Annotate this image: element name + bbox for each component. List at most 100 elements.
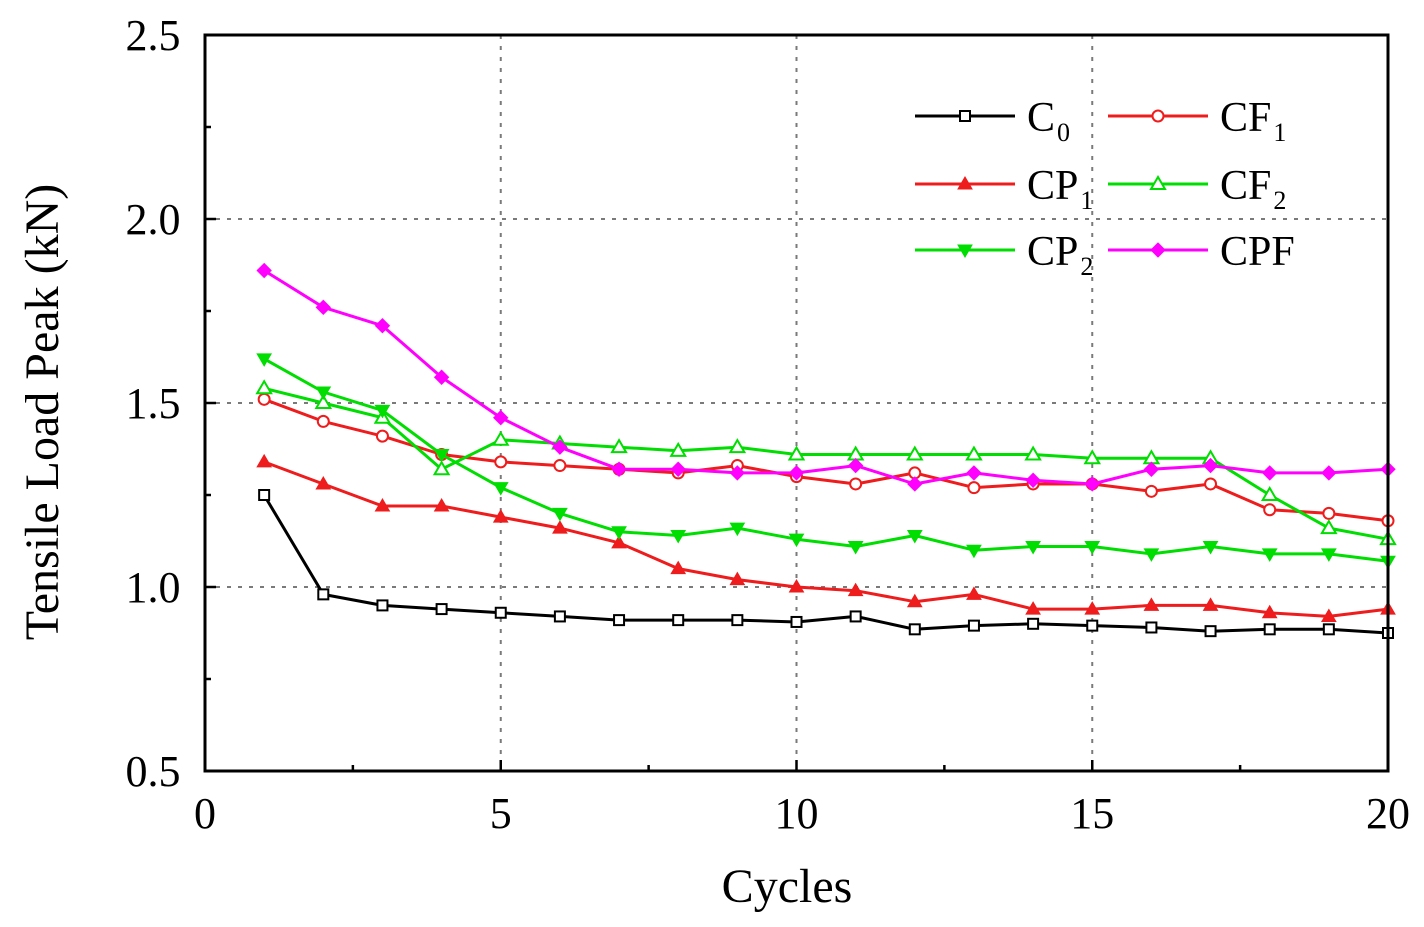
data-point-c0: [1086, 619, 1099, 632]
legend-item-c0: C0: [915, 95, 1070, 147]
data-point-cf2: [1320, 519, 1338, 535]
data-point-cf1: [553, 459, 567, 473]
data-point-cf1: [257, 392, 271, 406]
data-point-cpf: [433, 369, 450, 385]
data-point-cf1: [1263, 503, 1277, 517]
data-point-cpf: [1025, 472, 1041, 488]
data-point-cpf: [847, 457, 864, 474]
data-point-cf2: [1024, 445, 1042, 461]
x-axis-title: Cycles: [722, 860, 853, 913]
legend-item-cp2: CP2: [915, 229, 1093, 281]
data-point-c0: [258, 489, 271, 501]
data-point-cf2: [492, 430, 510, 446]
data-point-cpf: [670, 461, 686, 477]
data-point-cf1: [1144, 484, 1158, 498]
legend-label-cf2: CF2: [1220, 163, 1286, 215]
data-point-cpf: [1321, 465, 1337, 481]
data-point-cp2: [1261, 548, 1278, 562]
data-point-c0: [317, 588, 330, 601]
legend-label-cp1: CP1: [1027, 163, 1093, 215]
data-point-cp2: [1320, 548, 1337, 562]
data-point-cp2: [611, 526, 627, 540]
data-point-c0: [1145, 621, 1158, 634]
data-point-cpf: [907, 476, 923, 492]
data-point-cp1: [1202, 597, 1219, 611]
y-tick-label: 2.0: [126, 195, 181, 244]
data-point-c0: [613, 614, 626, 627]
data-point-cpf: [315, 299, 332, 316]
data-point-cf2: [787, 445, 806, 461]
x-tick-label: 20: [1366, 789, 1410, 838]
legend-label-c0: C0: [1027, 95, 1070, 147]
data-point-cp2: [788, 533, 805, 548]
data-point-cf1: [967, 481, 981, 495]
data-point-cp1: [788, 579, 805, 593]
data-point-cf2: [1083, 449, 1101, 465]
legend-item-cp1: CP1: [915, 163, 1093, 215]
legend-label-cp2: CP2: [1027, 229, 1093, 281]
data-point-c0: [1204, 625, 1217, 638]
data-point-cp2: [1025, 541, 1041, 555]
data-point-cp1: [433, 498, 450, 512]
data-point-cp1: [374, 498, 391, 512]
data-point-cp2: [552, 507, 568, 522]
series-cf2: [255, 379, 1397, 546]
data-point-c0: [908, 623, 921, 636]
data-point-cpf: [552, 439, 568, 455]
data-point-cf2: [906, 445, 924, 461]
data-point-cp2: [847, 541, 864, 555]
y-tick-label: 2.5: [126, 11, 181, 60]
data-point-c0: [1263, 623, 1276, 636]
data-point-cf1: [494, 455, 508, 469]
legend-label-cpf: CPF: [1220, 229, 1295, 275]
legend-swatch-marker: [1149, 175, 1167, 190]
grid: [205, 35, 1388, 771]
data-point-cp2: [1202, 541, 1219, 555]
data-point-cpf: [966, 465, 982, 481]
x-tick-label: 10: [775, 789, 819, 838]
data-point-cp1: [492, 509, 509, 523]
series-layer: [255, 262, 1397, 639]
data-point-cf2: [610, 438, 628, 454]
data-point-cp2: [433, 449, 450, 463]
series-line-c0: [262, 494, 1389, 635]
data-point-cp2: [670, 529, 687, 544]
data-point-c0: [731, 614, 744, 627]
data-point-c0: [1322, 623, 1335, 636]
series-line-cpf: [263, 269, 1389, 486]
data-point-c0: [672, 614, 685, 627]
y-tick-label: 1.0: [126, 563, 181, 612]
data-point-cf1: [849, 477, 863, 491]
data-point-c0: [553, 610, 566, 623]
series-cp2: [256, 353, 1396, 570]
data-point-cp1: [966, 586, 982, 600]
data-point-cp1: [847, 582, 864, 597]
x-tick-label: 5: [490, 789, 512, 838]
series-line-cp1: [263, 460, 1389, 618]
data-point-cp1: [1084, 601, 1101, 615]
data-point-cp1: [1320, 608, 1337, 622]
series-cp1: [256, 453, 1396, 622]
data-point-cf2: [314, 394, 333, 409]
data-point-cp1: [906, 593, 923, 608]
y-tick-label: 0.5: [126, 747, 181, 796]
data-point-cp2: [966, 544, 982, 559]
data-point-cp1: [611, 534, 627, 549]
data-point-c0: [1027, 617, 1040, 630]
data-point-cpf: [1202, 457, 1219, 474]
data-point-c0: [849, 610, 862, 623]
data-point-cp2: [729, 522, 746, 537]
data-point-cpf: [788, 465, 805, 481]
legend-swatch-marker: [957, 176, 973, 190]
data-point-cf2: [255, 379, 273, 395]
legend-swatch-marker: [959, 110, 971, 122]
legend-swatch-marker: [1150, 242, 1166, 258]
legend-item-cf2: CF2: [1108, 163, 1286, 215]
data-point-cpf: [1084, 476, 1100, 492]
data-point-c0: [435, 603, 448, 616]
legend-item-cf1: CF1: [1108, 95, 1286, 147]
legend-label-cf1: CF1: [1220, 95, 1286, 147]
data-point-c0: [494, 606, 507, 619]
data-point-cp1: [315, 475, 332, 490]
data-point-cp1: [1025, 601, 1041, 615]
